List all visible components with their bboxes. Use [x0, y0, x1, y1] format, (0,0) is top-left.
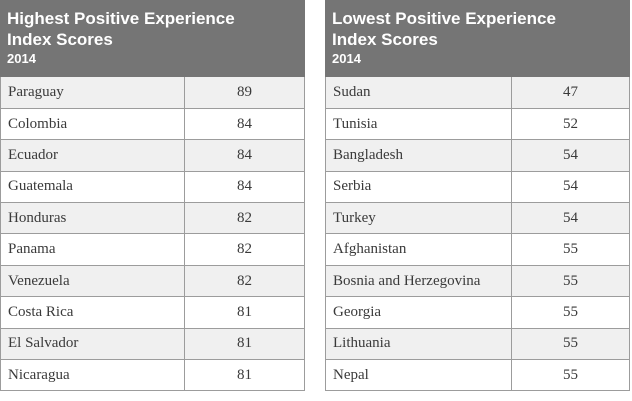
country-cell: Nicaragua [0, 359, 185, 392]
score-cell: 55 [511, 328, 630, 361]
table-row: Bosnia and Herzegovina 55 [325, 265, 630, 298]
country-cell: Paraguay [0, 77, 185, 109]
table-row: Turkey 54 [325, 202, 630, 235]
table-row: Guatemala 84 [0, 171, 305, 204]
score-cell: 84 [184, 171, 305, 204]
country-cell: Bangladesh [325, 139, 512, 172]
country-cell: Bosnia and Herzegovina [325, 265, 512, 298]
score-cell: 54 [511, 139, 630, 172]
table-row: Serbia 54 [325, 171, 630, 204]
country-cell: Costa Rica [0, 296, 185, 329]
country-cell: Guatemala [0, 171, 185, 204]
lowest-scores-header: Lowest Positive Experience Index Scores … [325, 0, 630, 77]
table-row: Honduras 82 [0, 202, 305, 235]
highest-scores-header: Highest Positive Experience Index Scores… [0, 0, 305, 77]
country-cell: Lithuania [325, 328, 512, 361]
table-row: Tunisia 52 [325, 108, 630, 141]
score-cell: 82 [184, 202, 305, 235]
table-row: Venezuela 82 [0, 265, 305, 298]
highest-scores-table: Paraguay 89 Colombia 84 Ecuador 84 Guatemala 84… [0, 77, 305, 392]
table-row: Lithuania 55 [325, 328, 630, 361]
score-cell: 82 [184, 233, 305, 266]
table-row: Colombia 84 [0, 108, 305, 141]
score-cell: 84 [184, 108, 305, 141]
score-cell: 54 [511, 202, 630, 235]
table-row: Nicaragua 81 [0, 359, 305, 392]
highest-scores-title: Highest Positive Experience Index Scores [7, 9, 235, 49]
score-cell: 47 [511, 77, 630, 109]
score-cell: 84 [184, 139, 305, 172]
country-cell: Tunisia [325, 108, 512, 141]
country-cell: Venezuela [0, 265, 185, 298]
lowest-scores-year: 2014 [332, 51, 361, 66]
table-row: Afghanistan 55 [325, 233, 630, 266]
score-cell: 81 [184, 296, 305, 329]
country-cell: Sudan [325, 77, 512, 109]
country-cell: El Salvador [0, 328, 185, 361]
table-row: Panama 82 [0, 233, 305, 266]
table-row: Costa Rica 81 [0, 296, 305, 329]
table-row: Bangladesh 54 [325, 139, 630, 172]
score-cell: 55 [511, 359, 630, 392]
score-cell: 55 [511, 265, 630, 298]
country-cell: Colombia [0, 108, 185, 141]
score-cell: 54 [511, 171, 630, 204]
country-cell: Turkey [325, 202, 512, 235]
table-row: El Salvador 81 [0, 328, 305, 361]
score-cell: 82 [184, 265, 305, 298]
country-cell: Nepal [325, 359, 512, 392]
lowest-scores-table: Sudan 47 Tunisia 52 Bangladesh 54 Serbia 54 Turk… [325, 77, 630, 392]
score-cell: 81 [184, 328, 305, 361]
table-row: Paraguay 89 [0, 77, 305, 109]
table-row: Georgia 55 [325, 296, 630, 329]
score-cell: 55 [511, 296, 630, 329]
highest-scores-panel: Highest Positive Experience Index Scores… [0, 0, 305, 401]
lowest-scores-panel: Lowest Positive Experience Index Scores … [325, 0, 630, 401]
score-cell: 81 [184, 359, 305, 392]
table-row: Ecuador 84 [0, 139, 305, 172]
table-row: Nepal 55 [325, 359, 630, 392]
country-cell: Honduras [0, 202, 185, 235]
table-row: Sudan 47 [325, 77, 630, 109]
lowest-scores-title: Lowest Positive Experience Index Scores [332, 9, 556, 49]
score-cell: 55 [511, 233, 630, 266]
score-cell: 52 [511, 108, 630, 141]
country-cell: Georgia [325, 296, 512, 329]
country-cell: Panama [0, 233, 185, 266]
country-cell: Afghanistan [325, 233, 512, 266]
country-cell: Serbia [325, 171, 512, 204]
country-cell: Ecuador [0, 139, 185, 172]
score-cell: 89 [184, 77, 305, 109]
highest-scores-year: 2014 [7, 51, 36, 66]
